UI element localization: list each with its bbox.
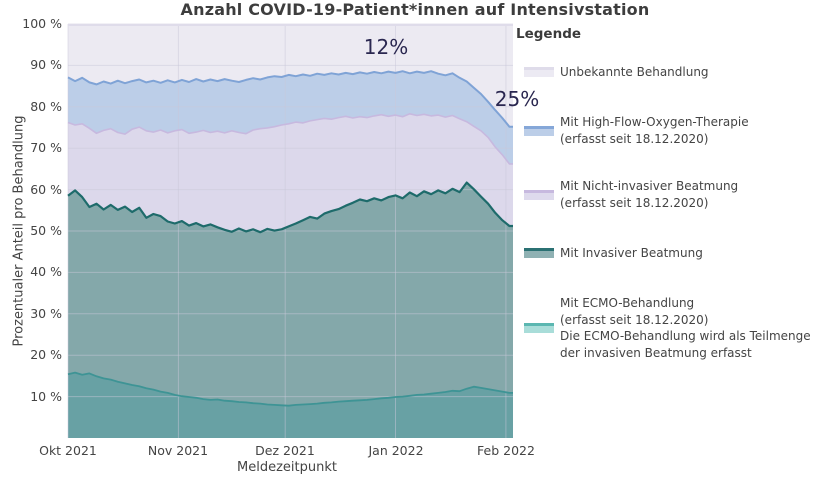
x-tick-label: Nov 2021: [147, 443, 209, 458]
highflow-boundary-line: [67, 70, 513, 128]
legend-label-line: Mit Invasiver Beatmung: [560, 246, 703, 260]
legend-item-label: Unbekannte Behandlung: [560, 64, 709, 81]
legend-label-line: der invasiven Beatmung erfasst: [560, 345, 752, 360]
x-axis-title: Meldezeitpunkt: [237, 460, 337, 475]
legend-title: Legende: [516, 26, 582, 42]
y-tick-label: 70 %: [30, 140, 62, 155]
legend-item-label: Mit High-Flow-Oxygen-Therapie (erfasst se…: [560, 114, 749, 147]
percentage-annotation: 12%: [363, 35, 409, 59]
noninvasive-boundary-line: [67, 113, 513, 165]
y-tick-label: 20 %: [30, 347, 62, 362]
legend-swatch-icon: [524, 189, 554, 200]
legend: Legende Unbekannte Behandlung Mit High-Fl…: [516, 0, 830, 480]
x-tick-label: Feb 2022: [477, 443, 535, 458]
ecmo-area: [68, 372, 513, 438]
ecmo-boundary-line: [67, 371, 513, 407]
x-tick-label: Dez 2021: [255, 443, 315, 458]
y-tick-label: 60 %: [30, 182, 62, 197]
legend-item-label: Mit ECMO-Behandlung (erfasst seit 18.12.2…: [560, 295, 811, 361]
y-tick-label: 30 %: [30, 306, 62, 321]
legend-label-line: Mit ECMO-Behandlung: [560, 296, 695, 310]
legend-item[interactable]: Mit ECMO-Behandlung (erfasst seit 18.12.2…: [524, 295, 811, 361]
legend-label-line: (erfasst seit 18.12.2020): [560, 195, 709, 210]
legend-swatch-icon: [524, 67, 554, 78]
legend-label-line: (erfasst seit 18.12.2020): [560, 131, 709, 146]
y-tick-label: 50 %: [30, 223, 62, 238]
legend-label-line: Unbekannte Behandlung: [560, 65, 709, 79]
legend-item-label: Mit Invasiver Beatmung: [560, 245, 703, 262]
legend-swatch-icon: [524, 248, 554, 259]
legend-swatch-icon: [524, 125, 554, 136]
y-tick-label: 90 %: [30, 57, 62, 72]
invasive-boundary-line: [67, 181, 513, 234]
legend-item[interactable]: Mit High-Flow-Oxygen-Therapie (erfasst se…: [524, 114, 749, 147]
x-tick-label: Okt 2021: [39, 443, 97, 458]
percentage-annotation: 25%: [494, 87, 540, 111]
legend-swatch-icon: [524, 323, 554, 333]
x-tick-label: Jan 2022: [368, 443, 424, 458]
legend-item-label: Mit Nicht-invasiver Beatmung (erfasst sei…: [560, 178, 738, 211]
legend-label-line: Die ECMO-Behandlung wird als Teilmenge: [560, 329, 811, 343]
invasive-area: [68, 182, 513, 438]
y-tick-label: 100 %: [22, 16, 62, 31]
y-tick-label: 10 %: [30, 389, 62, 404]
legend-label-line: (erfasst seit 18.12.2020): [560, 312, 709, 327]
y-tick-label: 40 %: [30, 264, 62, 279]
legend-item[interactable]: Mit Nicht-invasiver Beatmung (erfasst sei…: [524, 178, 738, 211]
chart-title: Anzahl COVID-19-Patient*innen auf Intens…: [180, 0, 650, 19]
legend-item[interactable]: Unbekannte Behandlung: [524, 64, 709, 81]
legend-label-line: Mit High-Flow-Oxygen-Therapie: [560, 115, 749, 129]
y-tick-label: 80 %: [30, 99, 62, 114]
legend-item[interactable]: Mit Invasiver Beatmung: [524, 245, 703, 262]
legend-label-line: Mit Nicht-invasiver Beatmung: [560, 179, 739, 193]
